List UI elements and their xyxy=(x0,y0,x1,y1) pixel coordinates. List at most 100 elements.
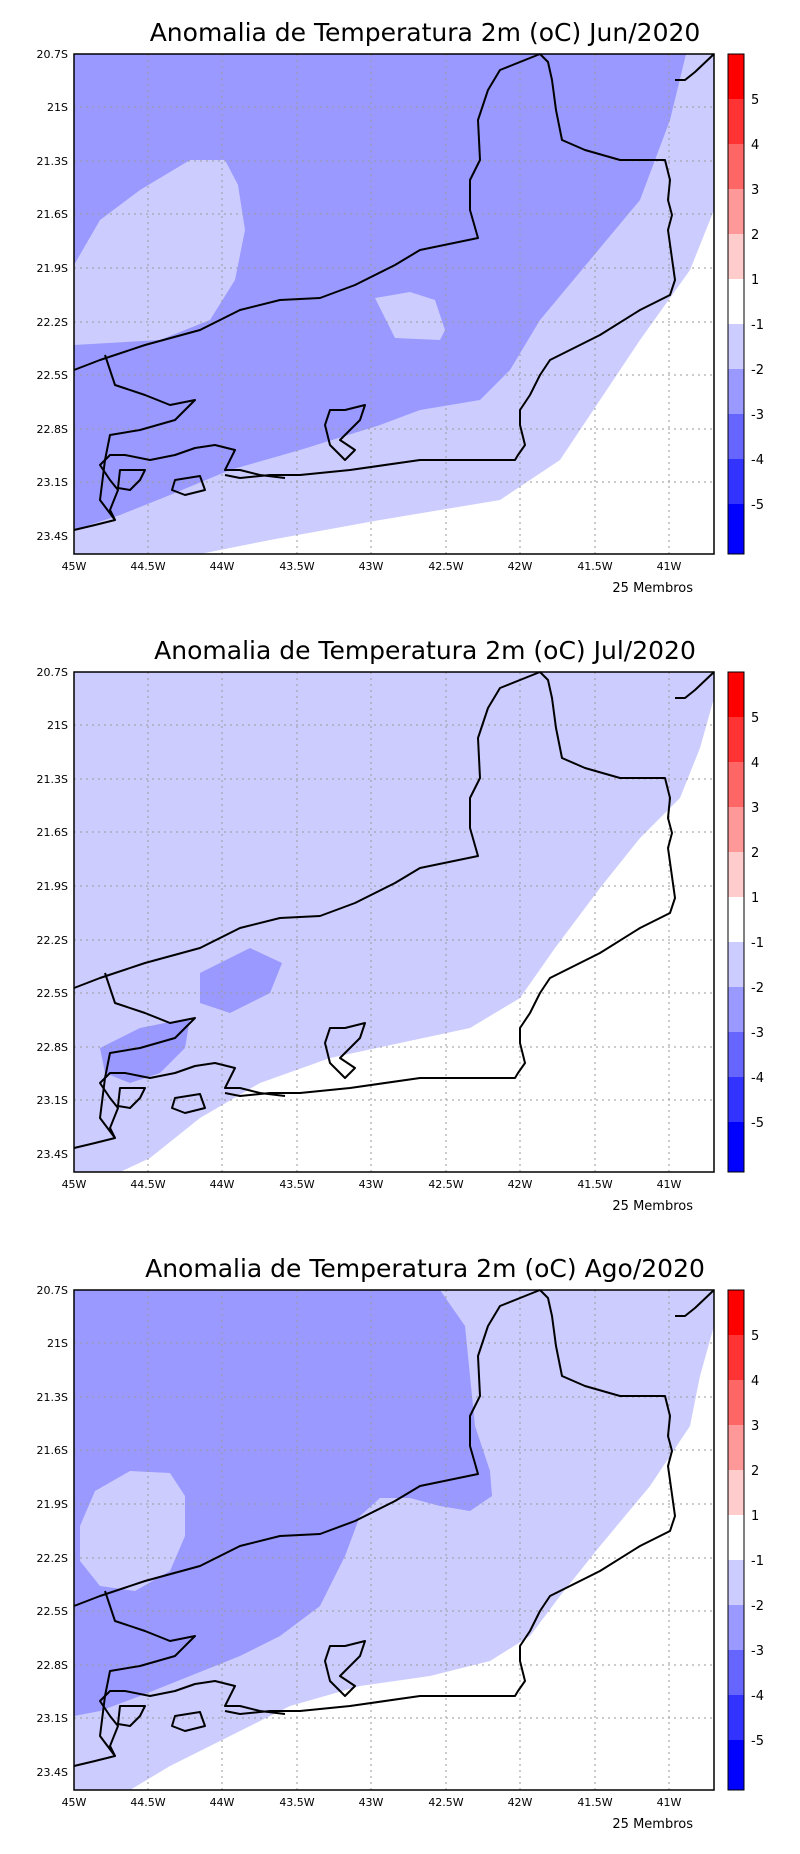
lat-label: 21.9S xyxy=(37,880,68,893)
colorbar-label: 3 xyxy=(751,801,759,816)
lon-label: 44.5W xyxy=(130,1178,165,1191)
members-label: 25 Membros xyxy=(612,1817,693,1832)
lat-label: 22.5S xyxy=(37,987,68,1000)
colorbar-label: 5 xyxy=(751,1329,759,1344)
colorbar-segment xyxy=(728,807,744,852)
colorbar-label: 2 xyxy=(751,1464,759,1479)
lon-label: 45W xyxy=(62,560,87,573)
lat-axis-labels: 20.7S 21S 21.3S 21.6S 21.9S 22.2S 22.5S … xyxy=(37,1284,68,1779)
colorbar-label: -5 xyxy=(751,1734,764,1749)
colorbar-label: 1 xyxy=(751,273,759,288)
lat-lon-grid xyxy=(74,672,714,1172)
colorbar-segment xyxy=(728,1560,744,1605)
colorbar-segment xyxy=(728,1380,744,1425)
lat-label: 22.2S xyxy=(37,316,68,329)
lat-label: 21.9S xyxy=(37,1498,68,1511)
lon-label: 41.5W xyxy=(577,1796,612,1809)
colorbar-segment xyxy=(728,987,744,1032)
colorbar-segment xyxy=(728,942,744,987)
lon-label: 43.5W xyxy=(279,1796,314,1809)
colorbar-segment xyxy=(728,189,744,234)
colorbar-label: 2 xyxy=(751,846,759,861)
lon-label: 42W xyxy=(508,1178,533,1191)
colorbar-segment xyxy=(728,1695,744,1740)
coastline-and-borders xyxy=(73,53,715,531)
colorbar-label: 4 xyxy=(751,1374,759,1389)
colorbar-label: -2 xyxy=(751,1599,764,1614)
colorbar-segment xyxy=(728,1290,744,1335)
colorbar-label: 5 xyxy=(751,93,759,108)
colorbar-label: -1 xyxy=(751,318,764,333)
colorbar-label: -4 xyxy=(751,1689,764,1704)
colorbar-frame xyxy=(727,53,745,555)
lon-label: 42.5W xyxy=(428,1178,463,1191)
colorbar-segment xyxy=(728,1470,744,1515)
lat-label: 22.5S xyxy=(37,1605,68,1618)
lon-label: 42.5W xyxy=(428,1796,463,1809)
lat-label: 21.3S xyxy=(37,773,68,786)
colorbar-segment xyxy=(728,1122,744,1172)
lat-label: 21S xyxy=(47,101,68,114)
map-panel-jun: Anomalia de Temperatura 2m (oC) Jun/2020… xyxy=(0,0,800,618)
lon-label: 42W xyxy=(508,560,533,573)
colorbar-segment xyxy=(728,54,744,99)
lon-axis-labels: 45W 44.5W 44W 43.5W 43W 42.5W 42W 41.5W … xyxy=(62,1178,682,1191)
colorbar-label: -2 xyxy=(751,981,764,996)
map-figure-jul: Anomalia de Temperatura 2m (oC) Jul/2020… xyxy=(37,636,764,1214)
lon-label: 43W xyxy=(359,560,384,573)
map-title: Anomalia de Temperatura 2m (oC) Ago/2020 xyxy=(145,1254,705,1283)
lon-label: 44W xyxy=(210,560,235,573)
lat-label: 23.4S xyxy=(37,1766,68,1779)
colorbar-segment xyxy=(728,1077,744,1122)
lon-axis-labels: 45W 44.5W 44W 43.5W 43W 42.5W 42W 41.5W … xyxy=(62,1796,682,1809)
map-figure-ago: Anomalia de Temperatura 2m (oC) Ago/2020… xyxy=(37,1254,764,1832)
map-frame xyxy=(73,1289,715,1791)
map-title: Anomalia de Temperatura 2m (oC) Jun/2020 xyxy=(150,18,701,47)
map-panel-jul: Anomalia de Temperatura 2m (oC) Jul/2020… xyxy=(0,618,800,1236)
lon-label: 43.5W xyxy=(279,560,314,573)
colorbar-segment xyxy=(728,459,744,504)
colorbar-segment xyxy=(728,1335,744,1380)
lat-label: 22.8S xyxy=(37,423,68,436)
lon-label: 44.5W xyxy=(130,1796,165,1809)
lat-label: 22.5S xyxy=(37,369,68,382)
colorbar-label: 1 xyxy=(751,891,759,906)
colorbar-label: 3 xyxy=(751,1419,759,1434)
members-label: 25 Membros xyxy=(612,1199,693,1214)
colorbar-label: 4 xyxy=(751,138,759,153)
lon-label: 43.5W xyxy=(279,1178,314,1191)
lat-label: 21.9S xyxy=(37,262,68,275)
colorbar-label: -5 xyxy=(751,498,764,513)
lon-label: 44.5W xyxy=(130,560,165,573)
colorbar-segment xyxy=(728,717,744,762)
colorbar-segment xyxy=(728,1425,744,1470)
colorbar-segment xyxy=(728,1605,744,1650)
lon-label: 41.5W xyxy=(577,1178,612,1191)
lat-label: 23.1S xyxy=(37,1094,68,1107)
colorbar-label: -1 xyxy=(751,1554,764,1569)
anomaly-shading xyxy=(74,1290,714,1790)
colorbar: 5 4 3 2 1 -1 -2 -3 -4 -5 xyxy=(727,1289,764,1791)
colorbar-segment xyxy=(728,99,744,144)
map-panel-ago: Anomalia de Temperatura 2m (oC) Ago/2020… xyxy=(0,1236,800,1854)
lat-label: 21.3S xyxy=(37,1391,68,1404)
lon-label: 43W xyxy=(359,1178,384,1191)
colorbar-segment xyxy=(728,672,744,717)
colorbar-label: -1 xyxy=(751,936,764,951)
anomaly-shading xyxy=(74,672,714,1172)
lon-label: 41W xyxy=(657,1178,682,1191)
lat-axis-labels: 20.7S 21S 21.3S 21.6S 21.9S 22.2S 22.5S … xyxy=(37,48,68,543)
map-title: Anomalia de Temperatura 2m (oC) Jul/2020 xyxy=(154,636,696,665)
colorbar-label: -4 xyxy=(751,453,764,468)
lat-label: 23.4S xyxy=(37,1148,68,1161)
colorbar-segment xyxy=(728,369,744,414)
coastline-and-borders xyxy=(73,671,715,1149)
lat-label: 20.7S xyxy=(37,48,68,61)
lon-label: 42W xyxy=(508,1796,533,1809)
colorbar-label: 1 xyxy=(751,1509,759,1524)
colorbar-label: -4 xyxy=(751,1071,764,1086)
lon-label: 41.5W xyxy=(577,560,612,573)
map-figure-jun: Anomalia de Temperatura 2m (oC) Jun/2020… xyxy=(37,18,764,596)
colorbar-segment xyxy=(728,234,744,279)
colorbar-segment xyxy=(728,504,744,554)
